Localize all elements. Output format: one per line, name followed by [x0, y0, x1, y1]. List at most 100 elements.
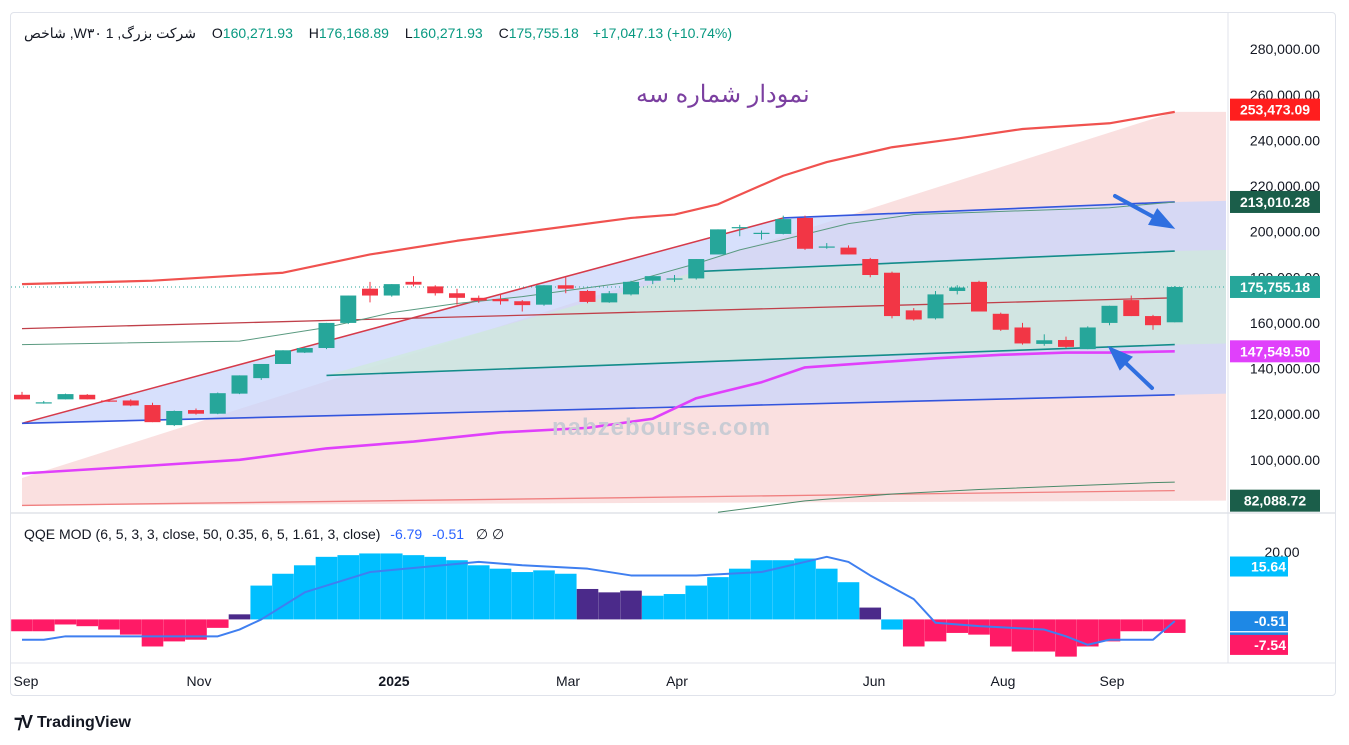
qqe-bar — [989, 619, 1012, 647]
envelope-lower-line — [21, 350, 1175, 475]
qqe-bar — [1098, 619, 1121, 642]
chart-frame — [10, 12, 1336, 696]
qqe-bar — [707, 577, 729, 620]
price-tick-label: 240,000.00 — [1250, 132, 1320, 148]
candle-body — [579, 290, 596, 302]
qqe-bar — [728, 568, 751, 620]
qqe-bar — [1011, 619, 1034, 652]
qqe-bar — [467, 565, 490, 620]
qqe-value-a: -6.79 — [390, 526, 423, 542]
qqe-bar — [1142, 619, 1164, 632]
candle-body — [557, 285, 574, 289]
qqe-bar — [511, 572, 534, 620]
regression-bottom-line — [21, 489, 1175, 507]
close-label: C — [498, 25, 509, 41]
channel-lower-line — [21, 393, 1175, 425]
candle-body — [1036, 340, 1053, 344]
candle-body — [797, 217, 813, 249]
tradingview-brand[interactable]: ⁊V TradingView — [14, 712, 131, 733]
regression-green-zone — [326, 249, 1226, 376]
candle-body — [927, 294, 944, 319]
time-tick-label: Apr — [666, 673, 688, 689]
candle-body — [1166, 286, 1183, 323]
qqe-bar — [772, 560, 795, 620]
qqe-bar — [250, 585, 273, 620]
qqe-bar — [815, 568, 838, 620]
price-tick-label: 160,000.00 — [1250, 315, 1320, 331]
qqe-bar — [1033, 619, 1056, 652]
qqe-bar — [380, 553, 403, 620]
candle-body — [35, 402, 52, 404]
long-ma-line — [717, 481, 1175, 513]
price-tick-label: 280,000.00 — [1250, 41, 1320, 57]
candle-body — [122, 400, 139, 406]
high-label: H — [308, 25, 319, 41]
qqe-name[interactable]: QQE MOD (6, 5, 3, 3, close, 50, 0.35, 6,… — [24, 526, 381, 542]
qqe-bar — [554, 573, 577, 620]
qqe-bar — [206, 619, 229, 628]
qqe-bar — [11, 619, 33, 632]
candle-body — [296, 348, 313, 353]
candle-body — [231, 375, 248, 394]
price-tick-label: 200,000.00 — [1250, 224, 1320, 240]
qqe-label-box — [1230, 634, 1288, 655]
qqe-bar — [424, 556, 447, 620]
qqe-bar — [315, 556, 338, 620]
price-label-text: 147,549.50 — [1240, 343, 1310, 359]
chart-svg[interactable]: 280,000.00260,000.00240,000.00220,000.00… — [0, 0, 1349, 700]
annotation-title: نمودار شماره سه — [636, 81, 810, 108]
candle-body — [949, 287, 966, 291]
qqe-label-text: -7.54 — [1254, 637, 1286, 653]
candle-body — [101, 400, 117, 402]
candle-body — [166, 410, 183, 426]
time-tick-label: Aug — [991, 673, 1016, 689]
qqe-bar — [794, 558, 816, 620]
qqe-bar — [641, 595, 664, 620]
qqe-bar — [446, 560, 468, 620]
qqe-bar — [337, 555, 360, 620]
qqe-bar — [76, 619, 99, 627]
qqe-label-text: 15.64 — [1251, 559, 1286, 575]
candle-body — [209, 393, 226, 414]
candle-body — [492, 298, 509, 302]
time-tick-label: Mar — [556, 673, 580, 689]
arrow-up-left-head — [1107, 345, 1133, 371]
candle-body — [340, 295, 357, 323]
qqe-legend: QQE MOD (6, 5, 3, 3, close, 50, 0.35, 6,… — [24, 526, 504, 543]
candle-body — [275, 350, 291, 364]
candle-body — [818, 246, 835, 248]
candle-body — [536, 285, 552, 305]
candle-body — [666, 278, 683, 280]
price-label-box — [1230, 98, 1320, 121]
symbol-name[interactable]: شاخص ,Wشرکت بزرگ, 1 ۳۰ — [24, 25, 196, 41]
candle-body — [144, 405, 161, 423]
qqe-trend-line — [22, 555, 1176, 646]
open-value: 160,271.93 — [222, 25, 293, 41]
candle-body — [449, 293, 465, 298]
qqe-bar — [663, 594, 686, 620]
candle-body — [710, 229, 726, 255]
qqe-bar — [1120, 619, 1143, 632]
candle-body — [905, 310, 922, 320]
change-value: +17,047.13 (+10.74%) — [592, 25, 733, 41]
price-label-box — [1230, 275, 1320, 298]
time-tick-label: 2025 — [378, 673, 409, 689]
candle-body — [1145, 316, 1161, 326]
channel-low-teal-line — [326, 343, 1175, 377]
qqe-bar — [1055, 619, 1077, 657]
candle-body — [1079, 327, 1096, 350]
qqe-label-box — [1230, 556, 1288, 577]
time-tick-label: Sep — [14, 673, 39, 689]
qqe-bar — [359, 553, 381, 620]
qqe-bar — [119, 619, 142, 635]
candle-body — [383, 284, 400, 296]
qqe-bar — [576, 588, 599, 620]
candle-body — [1101, 305, 1118, 323]
qqe-label-box — [1230, 611, 1288, 632]
candle-body — [362, 288, 378, 296]
candle-body — [318, 322, 335, 349]
qqe-bar — [272, 573, 294, 620]
qqe-bar — [924, 619, 947, 642]
candle-body — [601, 293, 618, 303]
qqe-bar — [32, 619, 55, 632]
